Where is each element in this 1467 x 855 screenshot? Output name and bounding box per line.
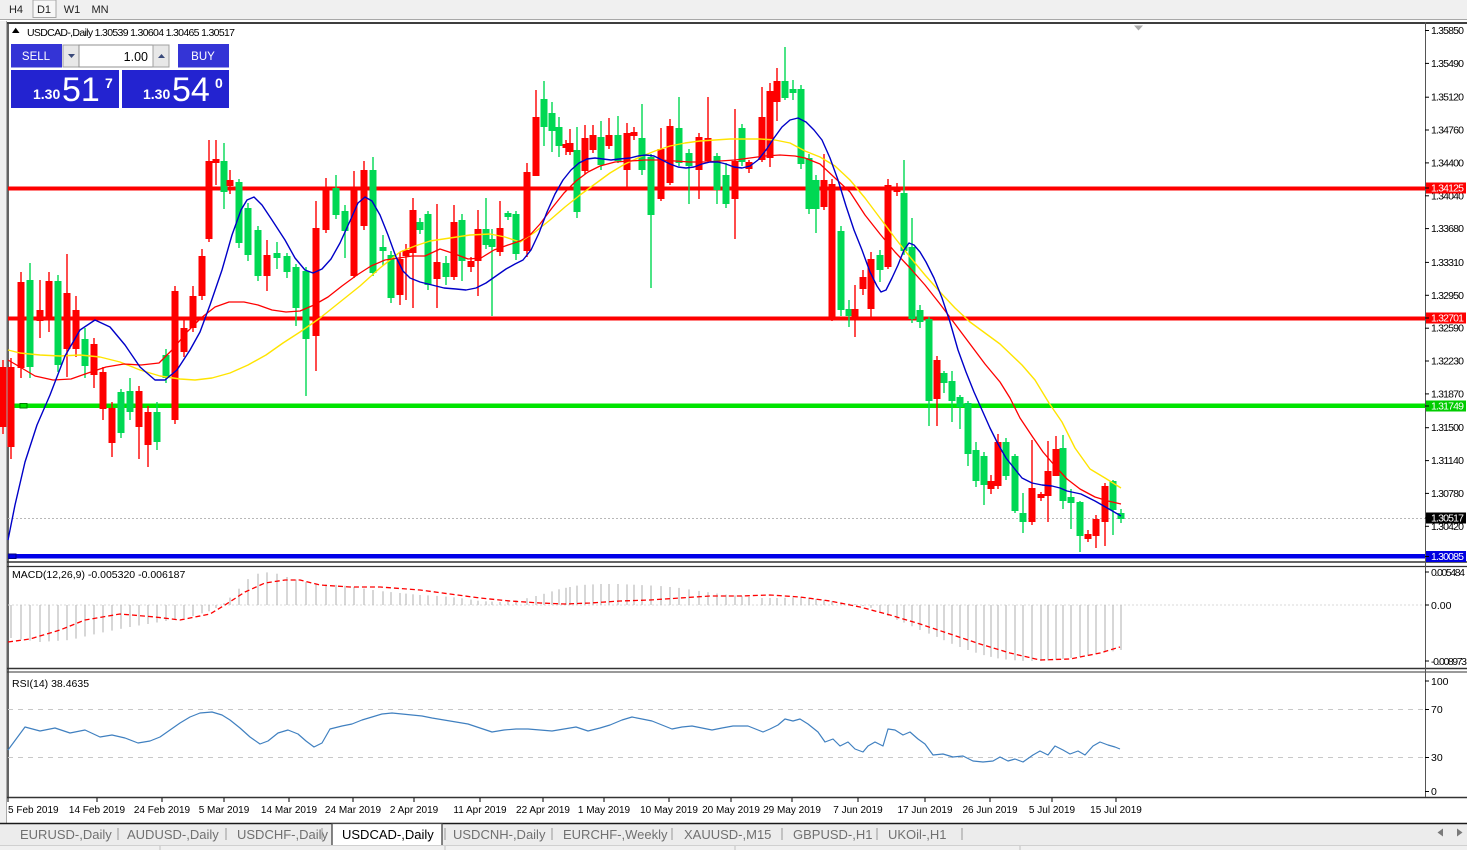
svg-text:17 Jun 2019: 17 Jun 2019 [897, 805, 952, 816]
svg-text:SELL: SELL [22, 51, 51, 63]
svg-text:0.00: 0.00 [1431, 600, 1452, 612]
svg-text:1.30420: 1.30420 [1431, 521, 1464, 533]
svg-text:24 Mar 2019: 24 Mar 2019 [325, 805, 382, 816]
svg-text:USDCHF-,Daily: USDCHF-,Daily [237, 827, 329, 842]
svg-text:1.34125: 1.34125 [1431, 183, 1464, 195]
svg-text:1.34760: 1.34760 [1431, 125, 1464, 137]
svg-text:W1: W1 [64, 4, 81, 16]
svg-text:1.31870: 1.31870 [1431, 388, 1464, 400]
svg-text:1.31500: 1.31500 [1431, 422, 1464, 434]
svg-text:7: 7 [105, 75, 113, 91]
svg-text:7 Jun 2019: 7 Jun 2019 [833, 805, 883, 816]
svg-text:1.35120: 1.35120 [1431, 92, 1464, 104]
svg-text:MN: MN [91, 4, 108, 16]
svg-text:11 Apr 2019: 11 Apr 2019 [453, 805, 507, 816]
svg-text:10 May 2019: 10 May 2019 [640, 805, 698, 816]
svg-text:54: 54 [172, 71, 210, 109]
svg-text:EURUSD-,Daily: EURUSD-,Daily [20, 827, 112, 842]
svg-text:29 May 2019: 29 May 2019 [763, 805, 821, 816]
svg-text:70: 70 [1431, 704, 1443, 716]
svg-text:1.35850: 1.35850 [1431, 25, 1464, 37]
svg-text:BUY: BUY [191, 51, 215, 63]
svg-text:14 Feb 2019: 14 Feb 2019 [69, 805, 126, 816]
svg-text:1.30780: 1.30780 [1431, 488, 1464, 500]
svg-text:26 Jun 2019: 26 Jun 2019 [962, 805, 1017, 816]
svg-text:1.35490: 1.35490 [1431, 58, 1464, 70]
svg-text:1.30517: 1.30517 [1431, 513, 1464, 525]
svg-text:1.00: 1.00 [124, 50, 148, 64]
svg-text:1.33310: 1.33310 [1431, 257, 1464, 269]
svg-text:1.32590: 1.32590 [1431, 323, 1464, 335]
svg-text:1.30: 1.30 [143, 86, 170, 102]
svg-text:D1: D1 [37, 4, 51, 16]
svg-text:EURCHF-,Weekly: EURCHF-,Weekly [563, 827, 668, 842]
svg-text:1.32230: 1.32230 [1431, 356, 1464, 368]
svg-text:24 Feb 2019: 24 Feb 2019 [134, 805, 191, 816]
svg-text:2 Apr 2019: 2 Apr 2019 [390, 805, 439, 816]
svg-text:22 Apr 2019: 22 Apr 2019 [516, 805, 570, 816]
svg-text:0: 0 [215, 75, 223, 91]
svg-text:1.32950: 1.32950 [1431, 290, 1464, 302]
svg-text:RSI(14) 38.4635: RSI(14) 38.4635 [12, 678, 89, 690]
svg-text:15 Jul 2019: 15 Jul 2019 [1090, 805, 1142, 816]
svg-text:UKOil-,H1: UKOil-,H1 [888, 827, 947, 842]
svg-text:GBPUSD-,H1: GBPUSD-,H1 [793, 827, 872, 842]
svg-text:14 Mar 2019: 14 Mar 2019 [261, 805, 318, 816]
svg-text:H4: H4 [9, 4, 23, 16]
svg-text:5 Feb 2019: 5 Feb 2019 [8, 805, 59, 816]
svg-text:5 Mar 2019: 5 Mar 2019 [199, 805, 250, 816]
svg-text:1.31140: 1.31140 [1431, 455, 1464, 467]
svg-text:0: 0 [1431, 786, 1437, 798]
svg-text:0.005484: 0.005484 [1431, 567, 1465, 579]
svg-text:USDCAD-,Daily: USDCAD-,Daily [342, 827, 434, 842]
svg-text:51: 51 [62, 71, 100, 109]
svg-text:XAUUSD-,M15: XAUUSD-,M15 [684, 827, 771, 842]
svg-text:1.34400: 1.34400 [1431, 157, 1464, 169]
svg-text:AUDUSD-,Daily: AUDUSD-,Daily [127, 827, 219, 842]
svg-text:1 May 2019: 1 May 2019 [578, 805, 631, 816]
svg-text:1.32701: 1.32701 [1431, 313, 1464, 325]
svg-text:MACD(12,26,9) -0.005320 -0.006: MACD(12,26,9) -0.005320 -0.006187 [12, 569, 186, 581]
svg-text:1.33680: 1.33680 [1431, 223, 1464, 235]
svg-text:USDCNH-,Daily: USDCNH-,Daily [453, 827, 546, 842]
svg-text:5 Jul 2019: 5 Jul 2019 [1029, 805, 1076, 816]
svg-text:1.31749: 1.31749 [1431, 401, 1464, 413]
svg-text:100: 100 [1431, 676, 1449, 688]
svg-text:1.30: 1.30 [33, 86, 60, 102]
svg-text:-0.008973: -0.008973 [1431, 656, 1467, 668]
svg-text:1.30085: 1.30085 [1431, 551, 1464, 563]
svg-text:20 May 2019: 20 May 2019 [702, 805, 760, 816]
svg-text:USDCAD-,Daily 1.30539 1.30604: USDCAD-,Daily 1.30539 1.30604 1.30465 1.… [27, 27, 235, 39]
svg-text:30: 30 [1431, 752, 1443, 764]
